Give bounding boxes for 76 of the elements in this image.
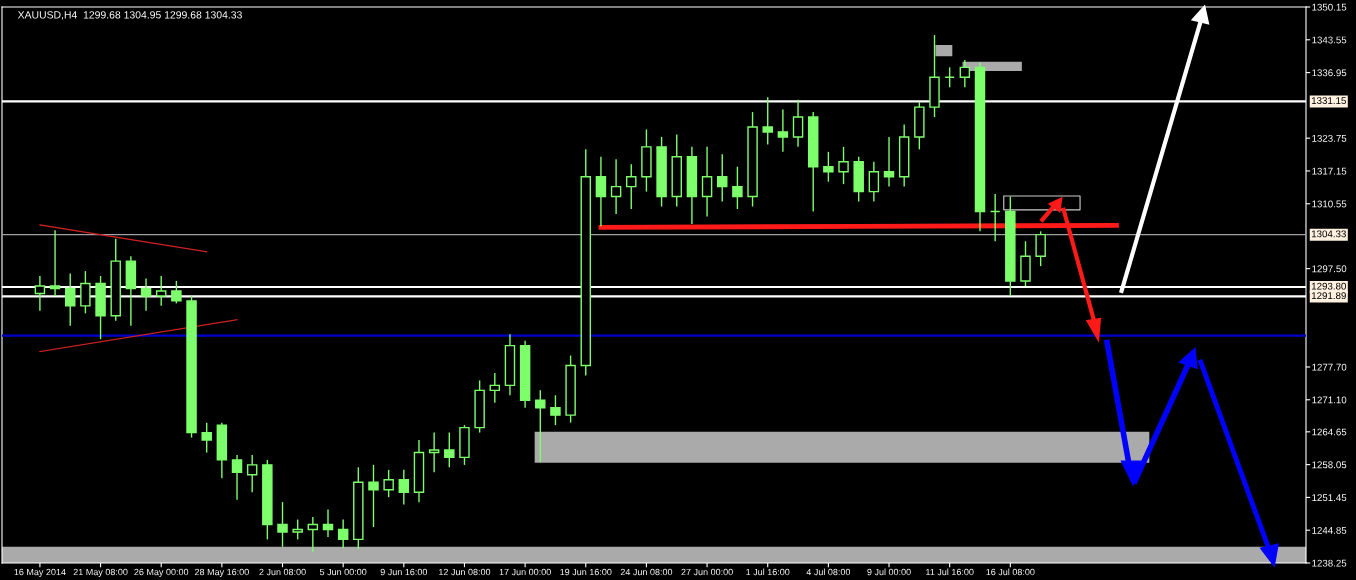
candlestick — [626, 163, 637, 210]
y-tick-label: 1244.85 — [1312, 526, 1347, 534]
candlestick — [550, 394, 561, 426]
x-tick-label: 9 Jul 00:00 — [867, 568, 911, 576]
candlestick — [34, 275, 46, 312]
y-tick-label: 1238.25 — [1312, 559, 1347, 567]
candlestick — [277, 501, 288, 548]
candlestick — [1035, 230, 1046, 267]
candlestick — [322, 508, 334, 538]
candlestick — [246, 454, 258, 493]
y-tick-label: 1343.55 — [1312, 36, 1347, 44]
x-tick-label: 1 Jul 16:00 — [746, 568, 790, 576]
candlestick — [595, 156, 607, 228]
x-tick-label: 19 Jun 16:00 — [560, 568, 612, 576]
candlestick — [368, 464, 379, 528]
candlestick — [398, 469, 410, 506]
y-tick-label: 1264.65 — [1312, 428, 1347, 436]
candlestick — [337, 518, 349, 550]
candlestick — [171, 280, 182, 305]
x-tick-label: 9 Jun 16:00 — [380, 568, 428, 576]
x-tick-label: 21 May 08:00 — [73, 568, 128, 577]
x-tick-label: 16 May 2014 — [14, 568, 66, 577]
x-tick-label: 11 Jul 16:00 — [926, 568, 974, 576]
candlestick — [201, 421, 212, 454]
ref-line-label: 1291.89 — [1311, 292, 1346, 300]
candlestick — [716, 153, 728, 203]
x-tick-label: 4 Jul 08:00 — [806, 568, 851, 576]
y-tick-label: 1336.95 — [1312, 69, 1347, 77]
candlestick — [428, 431, 440, 474]
x-tick-label: 2 Jun 08:00 — [259, 568, 306, 576]
y-tick-label: 1271.10 — [1312, 396, 1347, 404]
y-tick-label: 1258.05 — [1312, 461, 1347, 469]
candlestick — [777, 108, 789, 153]
ref-line-label: 1293.80 — [1311, 282, 1346, 290]
y-tick-label: 1310.55 — [1312, 200, 1347, 208]
x-tick-label: 12 Jun 08:00 — [439, 568, 491, 576]
x-tick-label: 27 Jun 00:00 — [681, 568, 733, 576]
candlestick — [292, 518, 303, 541]
candlestick — [140, 277, 152, 312]
candlestick — [792, 98, 804, 148]
candlestick — [838, 146, 849, 185]
x-tick-label: 5 Jun 00:00 — [319, 568, 367, 576]
candlestick — [823, 151, 834, 183]
candlestick — [80, 270, 91, 315]
candlestick — [989, 193, 1001, 242]
x-tick-label: 26 May 00:00 — [134, 568, 189, 577]
candlestick — [883, 136, 895, 188]
y-tick-label: 1317.15 — [1312, 167, 1347, 175]
chart-title: XAUUSD,H4 1299.68 1304.95 1299.68 1304.33 — [17, 11, 242, 20]
candlestick — [444, 431, 455, 469]
x-tick-label: 28 May 16:00 — [194, 568, 249, 577]
candlestick — [610, 158, 622, 215]
y-tick-label: 1350.15 — [1312, 3, 1347, 11]
candlestick — [155, 275, 167, 307]
candlestick — [64, 272, 76, 327]
candlestick — [944, 66, 955, 88]
y-tick-label: 1323.75 — [1312, 134, 1347, 142]
candlestick — [535, 389, 546, 463]
y-tick-label: 1277.70 — [1312, 363, 1347, 371]
y-tick-label: 1251.45 — [1312, 494, 1347, 502]
candlestick — [701, 146, 713, 218]
x-tick-label: 16 Jul 08:00 — [986, 568, 1035, 576]
candlestick — [307, 516, 319, 553]
candlestick — [231, 454, 243, 501]
x-tick-label: 17 Jun 00:00 — [499, 568, 551, 576]
candlestick — [49, 229, 61, 297]
candlestick — [489, 372, 501, 404]
ref-line-label: 1331.15 — [1311, 97, 1346, 105]
x-tick-label: 24 Jun 08:00 — [620, 568, 673, 576]
candlestick — [959, 59, 971, 88]
candlestick — [868, 161, 880, 203]
ref-line-label: 1304.33 — [1311, 230, 1346, 238]
candlestick — [732, 166, 743, 210]
candlestick — [762, 96, 773, 146]
candlestick — [383, 469, 394, 498]
y-tick-label: 1297.50 — [1312, 265, 1347, 273]
